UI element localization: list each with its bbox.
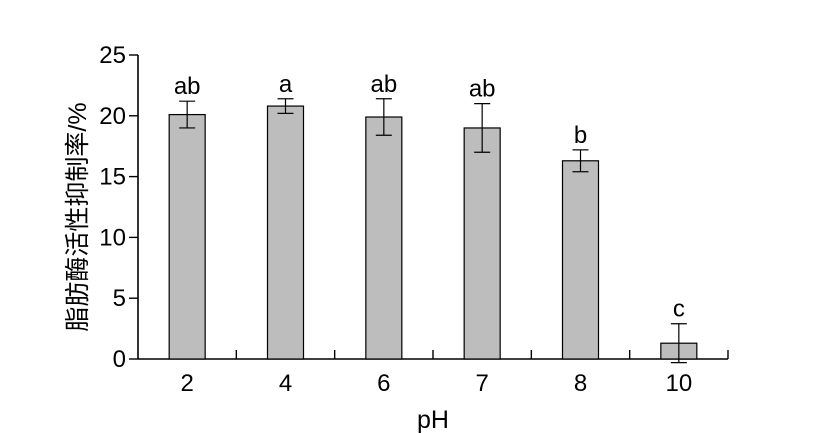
y-axis: 0 5 10 15 20 25 (99, 42, 139, 373)
y-tick-label: 15 (99, 164, 126, 191)
bar-4 (266, 105, 305, 360)
significance-label-4: a (279, 71, 293, 98)
x-tick-label: 4 (279, 370, 292, 397)
x-tick-label: 10 (665, 370, 692, 397)
x-tick-label: 7 (475, 370, 488, 397)
bar-8 (561, 160, 600, 360)
bar-2 (168, 113, 206, 360)
y-tick-label: 25 (99, 42, 126, 69)
significance-label-10: c (673, 296, 685, 323)
bar-7 (463, 127, 501, 360)
significance-label-8: b (574, 122, 587, 149)
y-tick-label: 0 (113, 346, 126, 373)
y-tick-label: 10 (99, 224, 126, 251)
significance-label-7: ab (469, 76, 496, 103)
significance-label-2: ab (174, 73, 201, 100)
x-axis-title: pH (417, 406, 449, 433)
x-tick-label: 6 (377, 370, 390, 397)
x-axis: 2 4 6 7 8 10 (138, 350, 729, 397)
x-tick-label: 8 (574, 370, 587, 397)
significance-label-6: ab (370, 71, 397, 98)
y-tick-label: 5 (113, 285, 126, 312)
bars: ab a ab ab b c (168, 71, 698, 364)
bar-6 (365, 116, 403, 360)
x-tick-label: 2 (180, 370, 193, 397)
y-axis-title: 脂肪酶活性抑制率/% (64, 102, 92, 331)
y-tick-label: 20 (99, 103, 126, 130)
